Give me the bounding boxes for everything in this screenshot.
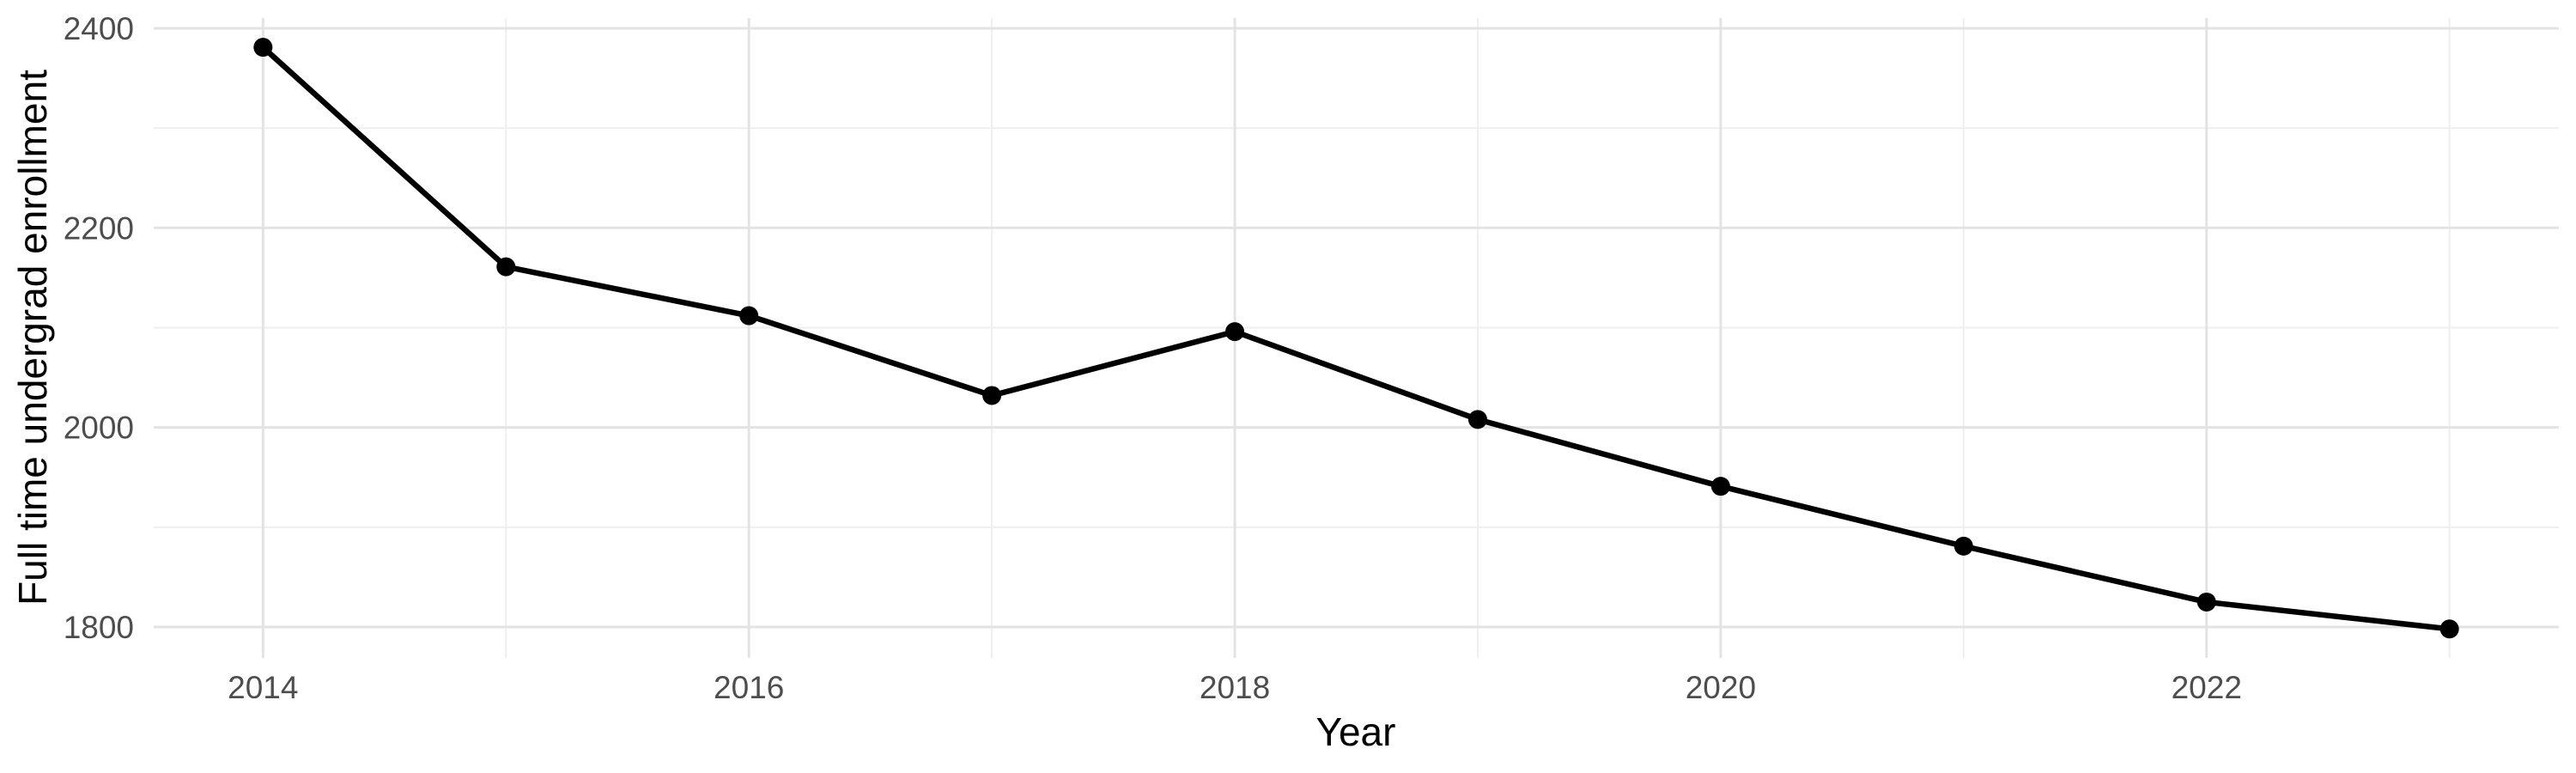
y-tick-label: 2200 (64, 210, 134, 246)
x-axis-title: Year (1316, 709, 1396, 754)
x-tick-label: 2018 (1200, 670, 1270, 705)
gridlines-major (154, 18, 2559, 658)
data-point (1710, 477, 1730, 496)
y-axis-title: Full time undergrad enrollment (10, 70, 55, 606)
data-point (739, 306, 759, 326)
x-tick-label: 2014 (228, 670, 298, 705)
data-point (2439, 619, 2459, 639)
x-tick-label: 2022 (2172, 670, 2242, 705)
trend-line (260, 44, 2452, 632)
x-tick-label: 2020 (1686, 670, 1756, 705)
data-point (253, 38, 273, 58)
y-tick-label: 2400 (64, 11, 134, 46)
data-point (982, 386, 1002, 405)
data-point (1953, 536, 1973, 556)
gridlines-minor (154, 18, 2559, 658)
x-tick-label: 2016 (714, 670, 784, 705)
enrollment-series (253, 38, 2459, 639)
data-point (496, 257, 516, 277)
y-axis-tick-labels: 1800 2000 2200 2400 (64, 11, 134, 645)
data-point (1467, 410, 1487, 429)
y-tick-label: 2000 (64, 411, 134, 446)
data-point (2196, 592, 2216, 612)
data-point (1225, 322, 1245, 342)
y-tick-label: 1800 (64, 610, 134, 645)
x-axis-tick-labels: 2014 2016 2018 2020 2022 (228, 670, 2242, 705)
